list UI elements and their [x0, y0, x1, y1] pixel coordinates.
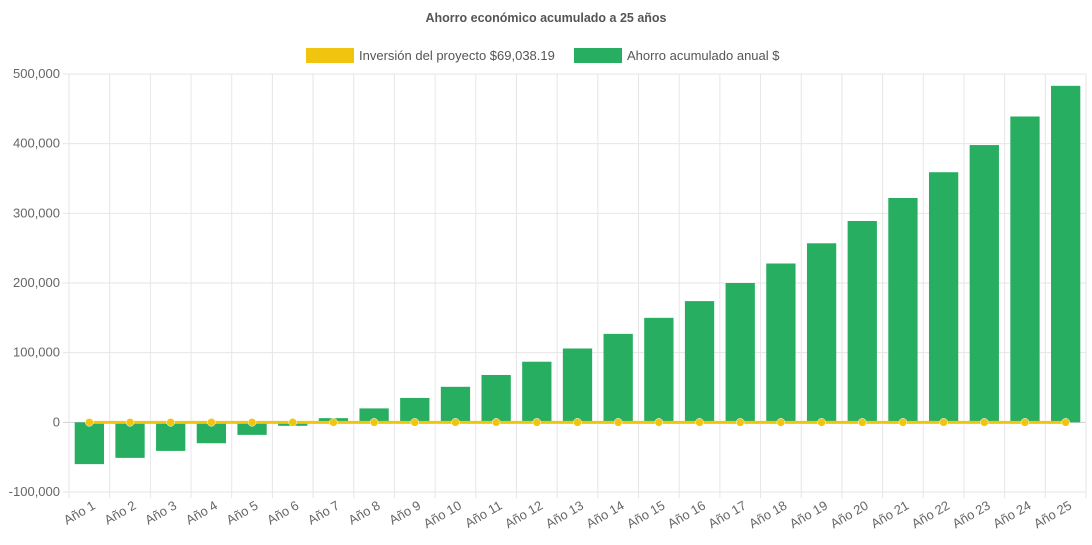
legend-label-savings[interactable]: Ahorro acumulado anual $ — [627, 48, 780, 63]
x-tick-label: Año 4 — [183, 498, 220, 528]
bar-series — [74, 85, 1081, 465]
x-tick-label: Año 23 — [950, 498, 993, 532]
x-tick-label: Año 6 — [264, 498, 301, 528]
x-tick-label: Año 3 — [142, 498, 179, 528]
x-tick-label: Año 25 — [1031, 498, 1074, 532]
investment-point-25[interactable] — [1061, 418, 1070, 427]
legend-label-investment[interactable]: Inversión del proyecto $69,038.19 — [359, 48, 555, 63]
bar-17[interactable] — [725, 283, 755, 423]
x-tick-label: Año 24 — [990, 498, 1033, 532]
investment-point-19[interactable] — [817, 418, 826, 427]
bar-11[interactable] — [481, 374, 511, 423]
bar-5[interactable] — [237, 422, 267, 435]
x-tick-label: Año 15 — [624, 498, 667, 532]
x-axis: Año 1 Año 2 Año 3 Año 4 Año 5 Año 6 Año 7 Año 8… — [61, 498, 1074, 532]
investment-point-15[interactable] — [654, 418, 664, 427]
x-tick-label: Año 17 — [706, 498, 749, 532]
x-tick-label: Año 12 — [502, 498, 545, 532]
investment-point-3[interactable] — [166, 418, 175, 427]
y-tick-label: 300,000 — [13, 205, 60, 220]
bar-22[interactable] — [928, 172, 959, 423]
bar-20[interactable] — [847, 220, 877, 423]
chart-title: Ahorro económico acumulado a 25 años — [425, 11, 666, 25]
bar-3[interactable] — [156, 422, 186, 451]
x-tick-label: Año 18 — [746, 498, 789, 532]
bar-23[interactable] — [969, 145, 999, 423]
bar-24[interactable] — [1010, 116, 1040, 423]
y-axis: 500,000 400,000 300,000 200,000 100,000 0 -100… — [9, 66, 60, 499]
bar-12[interactable] — [522, 361, 552, 423]
bar-4[interactable] — [196, 422, 227, 444]
x-tick-label: Año 13 — [543, 498, 586, 532]
x-tick-label: Año 21 — [868, 498, 911, 532]
bar-18[interactable] — [766, 263, 796, 423]
y-tick-label: 500,000 — [13, 66, 60, 81]
bar-10[interactable] — [440, 386, 471, 423]
investment-point-22[interactable] — [939, 418, 948, 427]
investment-point-4[interactable] — [207, 418, 216, 427]
investment-point-21[interactable] — [898, 418, 908, 427]
x-tick-label: Año 8 — [346, 498, 383, 528]
x-tick-label: Año 5 — [224, 498, 261, 528]
y-tick-label: 0 — [53, 414, 60, 429]
investment-point-2[interactable] — [125, 418, 135, 427]
investment-point-16[interactable] — [695, 418, 704, 427]
bar-16[interactable] — [684, 301, 715, 423]
investment-point-23[interactable] — [980, 418, 989, 427]
x-tick-label: Año 20 — [828, 498, 871, 532]
bar-15[interactable] — [644, 317, 674, 423]
y-tick-label: 100,000 — [13, 345, 60, 360]
investment-point-24[interactable] — [1020, 418, 1030, 427]
investment-point-11[interactable] — [491, 418, 501, 427]
x-tick-label: Año 2 — [102, 498, 139, 528]
x-tick-label: Año 19 — [787, 498, 830, 532]
x-tick-label: Año 11 — [462, 498, 504, 531]
investment-point-1[interactable] — [85, 418, 94, 427]
investment-point-7[interactable] — [329, 418, 338, 427]
y-tick-label: 200,000 — [13, 275, 60, 290]
x-tick-label: Año 9 — [386, 498, 423, 528]
investment-point-13[interactable] — [573, 418, 582, 427]
investment-point-18[interactable] — [776, 418, 786, 427]
investment-point-12[interactable] — [532, 418, 542, 427]
bar-14[interactable] — [603, 333, 633, 423]
bar-8[interactable] — [359, 408, 389, 423]
bar-1[interactable] — [74, 422, 104, 465]
bar-13[interactable] — [562, 348, 593, 423]
x-tick-label: Año 1 — [61, 498, 98, 528]
investment-point-17[interactable] — [735, 418, 745, 427]
investment-point-5[interactable] — [247, 418, 257, 427]
investment-point-8[interactable] — [369, 418, 379, 427]
legend-swatch-investment[interactable] — [306, 48, 354, 63]
bar-19[interactable] — [806, 243, 837, 423]
line-series — [85, 418, 1070, 427]
legend[interactable]: Inversión del proyecto $69,038.19 Ahorro… — [306, 48, 780, 63]
investment-point-20[interactable] — [858, 418, 867, 427]
x-tick-label: Año 7 — [305, 498, 342, 528]
x-tick-label: Año 14 — [583, 498, 626, 532]
investment-point-10[interactable] — [451, 418, 460, 427]
bar-25[interactable] — [1051, 85, 1081, 423]
x-tick-label: Año 22 — [909, 498, 952, 532]
x-tick-label: Año 10 — [421, 498, 464, 532]
investment-point-9[interactable] — [410, 418, 420, 427]
y-tick-label: -100,000 — [9, 484, 60, 499]
investment-point-14[interactable] — [613, 418, 623, 427]
investment-point-6[interactable] — [288, 418, 297, 427]
x-tick-label: Año 16 — [665, 498, 708, 532]
bar-21[interactable] — [888, 198, 918, 423]
y-tick-label: 400,000 — [13, 136, 60, 151]
legend-swatch-savings[interactable] — [574, 48, 622, 63]
bar-2[interactable] — [115, 422, 145, 458]
